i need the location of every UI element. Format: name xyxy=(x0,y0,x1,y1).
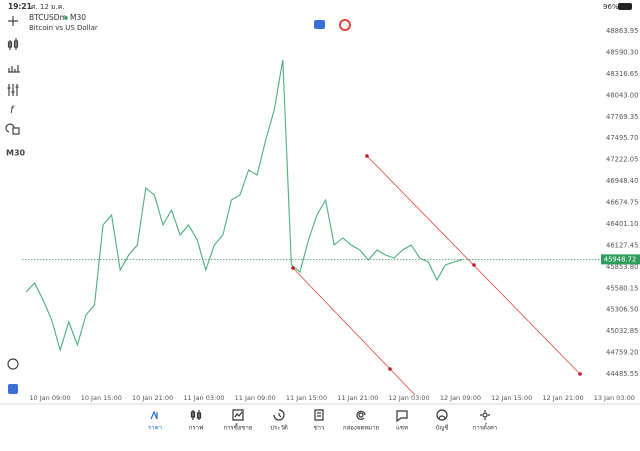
chart-type-tool[interactable] xyxy=(7,38,19,50)
one-click-icon[interactable] xyxy=(314,20,325,29)
function-tool[interactable]: f xyxy=(10,105,15,116)
nav-icon[interactable] xyxy=(314,409,324,421)
status-time: 19:21 xyxy=(8,2,32,11)
nav-label[interactable]: ข่าว xyxy=(314,425,325,432)
y-tick-label: 44759.20 xyxy=(606,349,638,357)
x-tick-label: 10 Jan 15:00 xyxy=(81,394,122,402)
crosshair-tool[interactable] xyxy=(8,16,18,26)
y-tick-label: 46127.45 xyxy=(606,241,638,249)
trade-tool[interactable] xyxy=(8,384,18,394)
y-tick-label: 45032.85 xyxy=(606,327,638,335)
nav-icon[interactable] xyxy=(436,409,448,421)
price-line xyxy=(25,59,463,352)
settings-tool[interactable] xyxy=(7,84,19,96)
trendline[interactable] xyxy=(292,267,416,396)
nav-icon[interactable] xyxy=(273,409,285,421)
x-tick-label: 10 Jan 09:00 xyxy=(29,394,70,402)
status-dot xyxy=(64,16,68,20)
x-tick-label: 12 Jan 03:00 xyxy=(389,394,430,402)
x-tick-label: 12 Jan 21:00 xyxy=(542,394,583,402)
nav-icon[interactable] xyxy=(396,410,408,423)
nav-label[interactable]: การซื้อขาย xyxy=(224,422,253,432)
symbol-timeframe[interactable]: M30 xyxy=(70,13,86,22)
y-tick-label: 48590.30 xyxy=(606,48,638,56)
signal-icon[interactable] xyxy=(339,19,351,31)
y-tick-label: 44485.55 xyxy=(606,370,638,378)
y-tick-label: 45853.80 xyxy=(606,263,638,271)
x-tick-label: 11 Jan 09:00 xyxy=(235,394,276,402)
nav-icon[interactable] xyxy=(232,409,244,421)
objects-tool[interactable] xyxy=(5,123,20,135)
y-tick-label: 48863.95 xyxy=(606,27,638,35)
nav-icon[interactable] xyxy=(480,410,490,420)
trendlines xyxy=(291,154,582,396)
last-price-tag xyxy=(601,254,640,265)
trendline-handle[interactable] xyxy=(472,263,476,267)
x-tick-label: 12 Jan 15:00 xyxy=(491,394,532,402)
y-tick-label: 46401.10 xyxy=(606,220,638,228)
nav-label[interactable]: กราฟ xyxy=(189,425,203,432)
y-tick-label: 46948.40 xyxy=(606,177,638,185)
y-tick-label: 46674.75 xyxy=(606,199,638,207)
x-tick-label: 11 Jan 21:00 xyxy=(337,394,378,402)
y-tick-label: 48316.65 xyxy=(606,70,638,78)
symbol-name[interactable]: BTCUSDm xyxy=(29,13,67,22)
status-date: ศ. 12 ม.ค. xyxy=(31,3,65,11)
x-tick-label: 11 Jan 15:00 xyxy=(286,394,327,402)
nav-icon[interactable] xyxy=(150,410,158,420)
x-tick-label: 12 Jan 09:00 xyxy=(440,394,481,402)
y-tick-label: 45580.15 xyxy=(606,284,638,292)
trendline-handle[interactable] xyxy=(578,372,582,376)
status-battery: 96% xyxy=(603,3,619,11)
battery-icon xyxy=(618,3,632,10)
nav-label[interactable]: แชท xyxy=(396,425,408,432)
history-tool[interactable] xyxy=(7,358,19,370)
nav-icon[interactable] xyxy=(190,410,202,420)
nav-label[interactable]: ราคา xyxy=(148,425,162,432)
y-tick-label: 47222.05 xyxy=(606,156,638,164)
nav-label[interactable]: ประวัติ xyxy=(270,425,288,432)
indicators-tool[interactable] xyxy=(8,65,20,73)
trendline-handle[interactable] xyxy=(291,266,295,270)
y-tick-label: 47769.35 xyxy=(606,113,638,121)
symbol-description: Bitcoin vs US Dollar xyxy=(29,24,98,32)
x-tick-label: 11 Jan 03:00 xyxy=(183,394,224,402)
last-price-label: 45948.72 xyxy=(604,255,636,263)
trendline-handle[interactable] xyxy=(388,367,392,371)
x-tick-label: 13 Jan 03:00 xyxy=(594,394,635,402)
bottom-nav: ราคา กราฟ การซื้อขาย ประวัติ ข่าว กล่องจดหมาย… xyxy=(148,409,497,432)
y-tick-label: 48043.00 xyxy=(606,91,638,99)
y-tick-label: 47495.70 xyxy=(606,134,638,142)
trendline-handle[interactable] xyxy=(365,154,369,158)
plot: 48863.95 48590.30 48316.65 48043.00 47769.35… xyxy=(22,27,640,402)
x-tick-label: 10 Jan 21:00 xyxy=(132,394,173,402)
left-toolbar: f M30 xyxy=(5,16,26,394)
y-tick-label: 45306.50 xyxy=(606,306,638,314)
nav-label[interactable]: บัญชี xyxy=(436,424,449,432)
nav-icon[interactable] xyxy=(356,410,366,420)
nav-label[interactable]: การตั้งค่า xyxy=(473,422,497,432)
timeframe-button[interactable]: M30 xyxy=(6,149,26,158)
nav-label[interactable]: กล่องจดหมาย xyxy=(343,425,379,432)
